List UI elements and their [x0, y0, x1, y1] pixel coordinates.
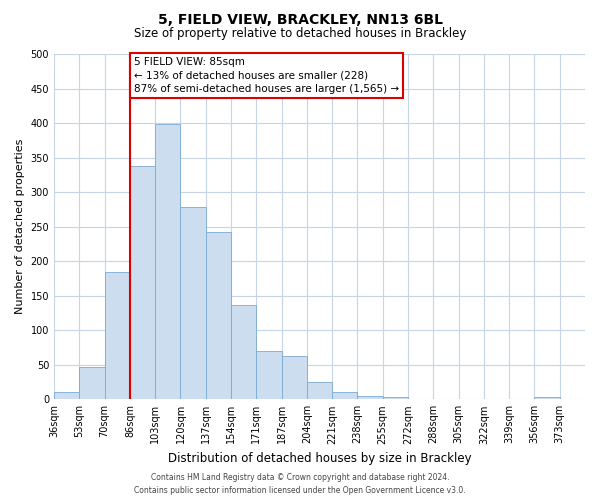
- Bar: [206, 232, 231, 400]
- Bar: [181, 208, 206, 400]
- Bar: [79, 367, 104, 400]
- Y-axis label: Number of detached properties: Number of detached properties: [15, 139, 25, 314]
- Bar: [358, 396, 383, 400]
- Bar: [130, 166, 155, 400]
- Text: Contains HM Land Registry data © Crown copyright and database right 2024.
Contai: Contains HM Land Registry data © Crown c…: [134, 474, 466, 495]
- Bar: [256, 351, 281, 400]
- Bar: [307, 382, 332, 400]
- Text: 5 FIELD VIEW: 85sqm
← 13% of detached houses are smaller (228)
87% of semi-detac: 5 FIELD VIEW: 85sqm ← 13% of detached ho…: [134, 58, 399, 94]
- Bar: [535, 397, 560, 400]
- Text: Size of property relative to detached houses in Brackley: Size of property relative to detached ho…: [134, 28, 466, 40]
- Bar: [54, 392, 79, 400]
- Bar: [408, 398, 433, 400]
- Text: 5, FIELD VIEW, BRACKLEY, NN13 6BL: 5, FIELD VIEW, BRACKLEY, NN13 6BL: [157, 12, 443, 26]
- Bar: [231, 304, 256, 400]
- X-axis label: Distribution of detached houses by size in Brackley: Distribution of detached houses by size …: [168, 452, 472, 465]
- Bar: [104, 272, 130, 400]
- Bar: [383, 397, 408, 400]
- Bar: [281, 356, 307, 400]
- Bar: [332, 392, 358, 400]
- Bar: [155, 124, 181, 400]
- Bar: [433, 398, 458, 400]
